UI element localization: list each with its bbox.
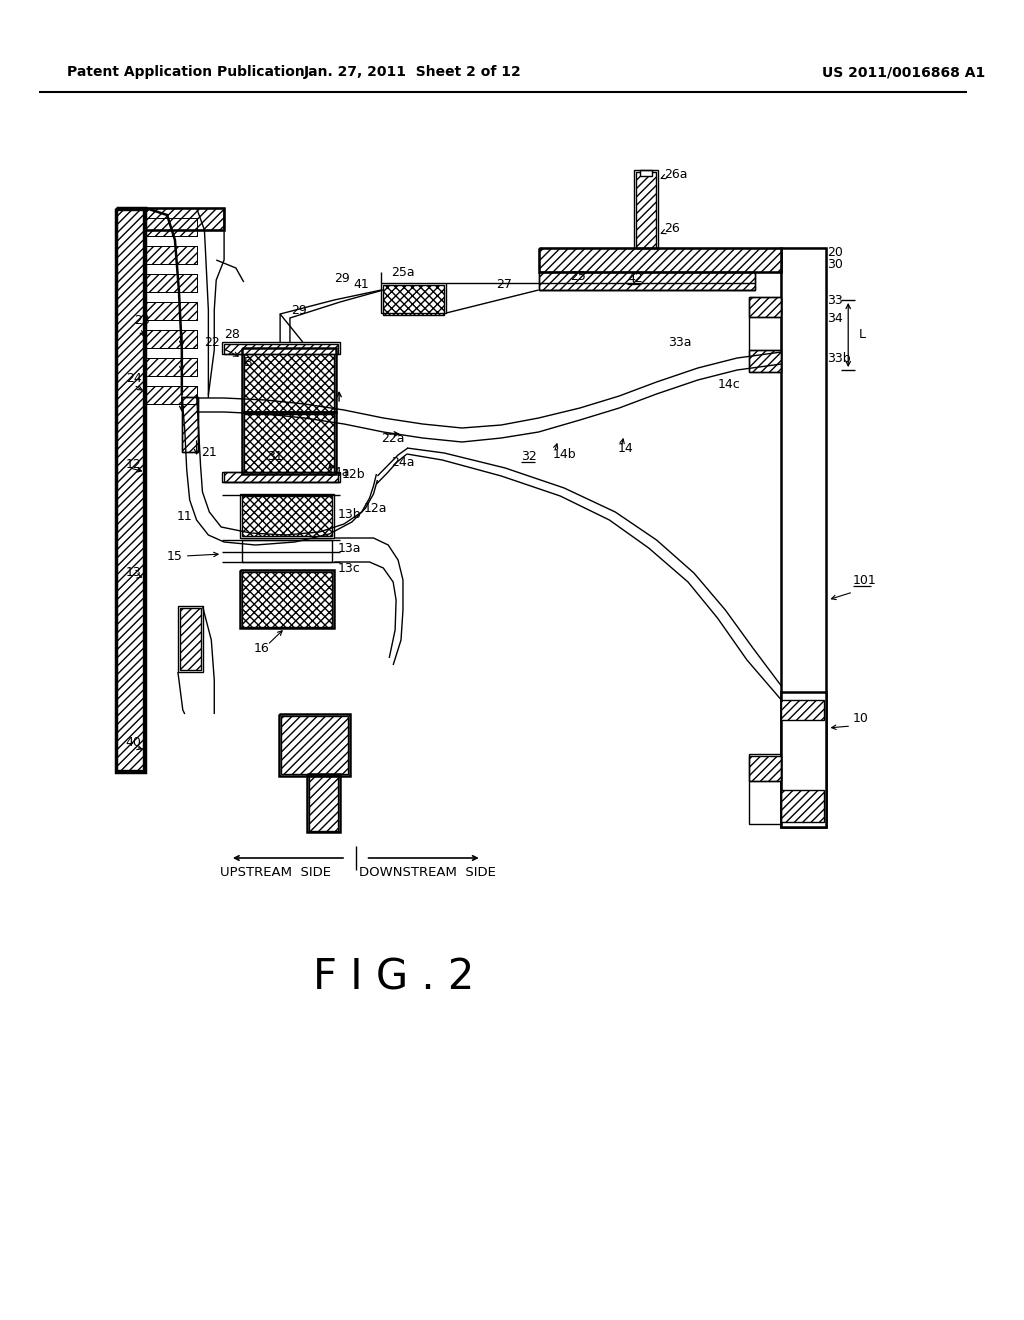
Text: 23: 23	[134, 314, 150, 326]
Text: 28: 28	[224, 327, 240, 341]
Text: 13: 13	[126, 565, 141, 578]
Text: 33a: 33a	[669, 335, 692, 348]
Bar	[224, 345, 338, 354]
Bar	[244, 414, 334, 474]
Text: Patent Application Publication: Patent Application Publication	[67, 65, 304, 79]
Text: 11: 11	[177, 510, 193, 523]
Text: 32: 32	[521, 450, 537, 462]
Bar	[182, 397, 198, 451]
Text: US 2011/0016868 A1: US 2011/0016868 A1	[821, 65, 985, 79]
Bar	[383, 285, 444, 315]
Bar	[781, 248, 825, 828]
Text: 22a: 22a	[381, 432, 404, 445]
Text: B: B	[244, 355, 252, 368]
Bar	[749, 756, 781, 781]
Bar	[749, 297, 781, 317]
Text: 15: 15	[167, 549, 183, 562]
Text: 26a: 26a	[665, 169, 688, 181]
Bar	[242, 540, 332, 562]
Bar	[282, 715, 348, 774]
Text: UPSTREAM  SIDE: UPSTREAM SIDE	[220, 866, 331, 879]
Text: 29: 29	[291, 304, 306, 317]
Bar	[145, 330, 197, 348]
Text: 33b: 33b	[827, 351, 851, 364]
Text: 13a: 13a	[338, 541, 361, 554]
Text: 34: 34	[827, 312, 844, 325]
Text: 13c: 13c	[338, 561, 360, 574]
Text: 22: 22	[205, 335, 220, 348]
Bar	[539, 272, 755, 290]
Text: 21: 21	[202, 446, 217, 458]
Text: 14c: 14c	[718, 379, 740, 392]
Bar	[539, 248, 781, 272]
Bar	[224, 473, 338, 482]
Bar	[308, 776, 338, 832]
Bar	[145, 218, 197, 236]
Bar	[116, 210, 143, 770]
Text: 13b: 13b	[338, 507, 361, 520]
Text: DOWNSTREAM  SIDE: DOWNSTREAM SIDE	[359, 866, 496, 879]
Bar	[636, 172, 655, 248]
Text: 14: 14	[617, 441, 633, 454]
Text: 26: 26	[665, 222, 680, 235]
Bar	[145, 358, 197, 376]
Bar	[781, 775, 825, 828]
Text: 12a: 12a	[364, 502, 387, 515]
Text: 24a: 24a	[391, 455, 415, 469]
Text: 25a: 25a	[391, 265, 415, 279]
Text: Jan. 27, 2011  Sheet 2 of 12: Jan. 27, 2011 Sheet 2 of 12	[304, 65, 521, 79]
Text: L: L	[859, 329, 866, 342]
Text: 42: 42	[627, 272, 643, 285]
Bar	[145, 275, 197, 292]
Text: 14b: 14b	[552, 447, 575, 461]
Bar	[781, 700, 823, 719]
Text: 40: 40	[126, 735, 141, 748]
Text: 20: 20	[827, 246, 844, 259]
Text: 30: 30	[827, 257, 844, 271]
Text: 14a: 14a	[327, 466, 350, 479]
Bar	[242, 496, 332, 536]
Text: F I G . 2: F I G . 2	[312, 957, 474, 999]
Bar	[145, 302, 197, 319]
Text: 24: 24	[126, 371, 141, 384]
Text: 41: 41	[354, 279, 370, 292]
Text: 29: 29	[334, 272, 350, 285]
Bar	[180, 609, 202, 671]
Bar	[640, 170, 651, 176]
Bar	[145, 246, 197, 264]
Text: 25: 25	[570, 271, 586, 284]
Bar	[242, 572, 332, 627]
Text: 16: 16	[254, 642, 269, 655]
Text: 27: 27	[497, 279, 512, 292]
Bar	[145, 209, 224, 230]
Text: 33: 33	[827, 293, 844, 306]
Text: 31: 31	[267, 450, 283, 462]
Text: 12: 12	[126, 458, 141, 470]
Bar	[781, 248, 825, 298]
Text: 10: 10	[853, 711, 869, 725]
Bar	[781, 789, 823, 822]
Bar	[781, 692, 825, 828]
Text: 101: 101	[853, 573, 877, 586]
Bar	[749, 350, 781, 372]
Bar	[244, 350, 334, 412]
Text: 12b: 12b	[342, 469, 366, 482]
Bar	[145, 385, 197, 404]
